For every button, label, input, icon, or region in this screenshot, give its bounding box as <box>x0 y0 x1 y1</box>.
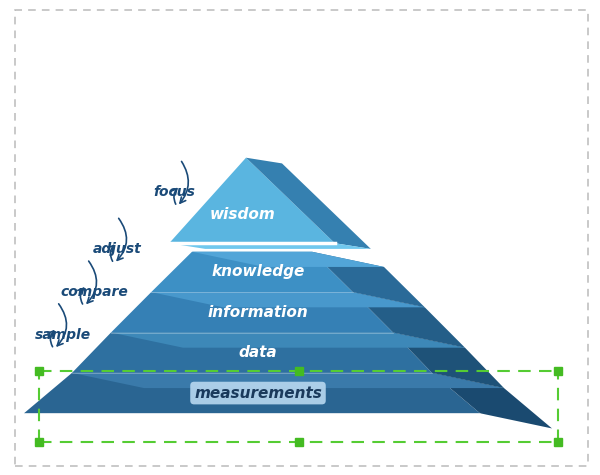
Text: measurements: measurements <box>194 386 322 400</box>
Polygon shape <box>111 332 465 348</box>
Polygon shape <box>246 158 371 249</box>
Text: information: information <box>208 305 308 320</box>
Polygon shape <box>169 243 371 249</box>
Polygon shape <box>432 373 552 428</box>
Polygon shape <box>24 373 480 413</box>
Polygon shape <box>151 252 353 292</box>
Polygon shape <box>169 158 335 243</box>
Text: compare: compare <box>60 285 128 299</box>
Text: focus: focus <box>153 185 195 200</box>
Text: data: data <box>239 345 277 360</box>
Polygon shape <box>72 332 432 373</box>
Polygon shape <box>312 252 425 307</box>
Polygon shape <box>111 292 393 332</box>
Polygon shape <box>353 292 465 348</box>
Text: adjust: adjust <box>93 242 142 256</box>
Polygon shape <box>72 373 504 388</box>
Polygon shape <box>151 292 425 307</box>
Polygon shape <box>192 252 384 267</box>
Text: sample: sample <box>35 328 91 342</box>
Polygon shape <box>393 332 504 388</box>
Text: wisdom: wisdom <box>210 208 276 222</box>
Text: knowledge: knowledge <box>211 265 305 279</box>
